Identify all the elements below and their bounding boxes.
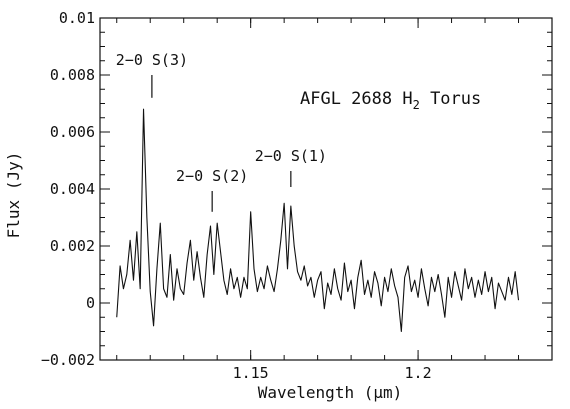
x-tick-label: 1.15 bbox=[233, 364, 269, 382]
y-tick-label: 0.002 bbox=[50, 237, 95, 255]
y-tick-label: 0.01 bbox=[59, 9, 95, 27]
plot-frame-group bbox=[99, 17, 553, 361]
chart-title: AFGL 2688 H2 Torus bbox=[300, 89, 481, 112]
y-tick-label: 0 bbox=[86, 294, 95, 312]
y-tick-label: 0.004 bbox=[50, 180, 95, 198]
x-axis-label: Wavelength (μm) bbox=[258, 383, 403, 402]
y-tick-label: −0.002 bbox=[41, 351, 95, 369]
annotation-label: 2−0 S(2) bbox=[176, 167, 248, 185]
x-tick-label: 1.2 bbox=[405, 364, 432, 382]
plot-frame bbox=[99, 17, 553, 361]
annotation-label: 2−0 S(1) bbox=[255, 147, 327, 165]
y-tick-label: 0.008 bbox=[50, 66, 95, 84]
ticks-group bbox=[100, 17, 552, 361]
y-axis-label: Flux (Jy) bbox=[4, 152, 23, 239]
annotations-group: 2−0 S(3) 2−0 S(2) 2−0 S(1) bbox=[116, 51, 327, 212]
tick-labels-group: −0.002 0 0.002 0.004 0.006 0.008 0.01 1.15 1.2 bbox=[41, 9, 432, 382]
series-group bbox=[116, 108, 520, 333]
annotation-label: 2−0 S(3) bbox=[116, 51, 188, 69]
spectrum-line bbox=[116, 108, 520, 333]
y-tick-label: 0.006 bbox=[50, 123, 95, 141]
